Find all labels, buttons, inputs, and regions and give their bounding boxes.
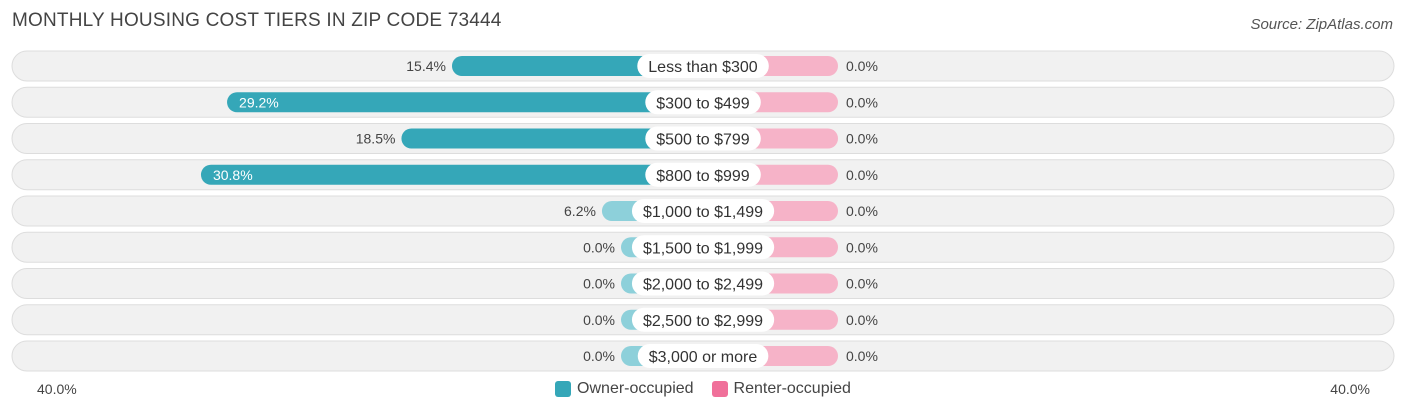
owner-bar bbox=[401, 128, 703, 149]
category-label: $2,500 to $2,999 bbox=[643, 313, 763, 330]
category-pill bbox=[631, 307, 775, 332]
renter-value-label: 0.0% bbox=[846, 94, 878, 110]
category-label: Less than $300 bbox=[648, 59, 758, 76]
diverging-bar-chart: 15.4% 0.0% Less than $300 29.2% 0.0% $300 to … bbox=[11, 50, 1395, 372]
legend-label-renter: Renter-occupied bbox=[733, 380, 851, 397]
category-label: $1,500 to $1,999 bbox=[643, 240, 763, 257]
renter-value-label: 0.0% bbox=[846, 276, 878, 292]
owner-value-label: 0.0% bbox=[583, 348, 615, 364]
category-label: $300 to $499 bbox=[656, 95, 750, 112]
category-label: $800 to $999 bbox=[656, 168, 750, 185]
category-pill bbox=[631, 199, 775, 223]
owner-value-label: 0.0% bbox=[583, 239, 615, 255]
legend: Owner-occupied Renter-occupied bbox=[0, 380, 1406, 398]
category-pill bbox=[645, 126, 761, 151]
legend-swatch-renter bbox=[711, 381, 728, 397]
category-pill bbox=[645, 162, 761, 187]
chart-title: MONTHLY HOUSING COST TIERS IN ZIP CODE 7… bbox=[12, 10, 502, 31]
category-pill bbox=[631, 271, 775, 296]
owner-value-label: 0.0% bbox=[583, 312, 615, 328]
owner-value-label: 15.4% bbox=[406, 58, 446, 74]
owner-value-label: 30.8% bbox=[213, 167, 253, 183]
renter-value-label: 0.0% bbox=[846, 239, 878, 255]
category-pill bbox=[637, 344, 769, 368]
axis-left-label: 40.0% bbox=[37, 381, 77, 397]
legend-label-owner: Owner-occupied bbox=[577, 380, 694, 397]
category-pill bbox=[637, 54, 769, 78]
renter-value-label: 0.0% bbox=[846, 167, 878, 183]
owner-bar bbox=[200, 164, 703, 185]
category-pill bbox=[645, 90, 761, 115]
legend-item-owner: Owner-occupied bbox=[555, 380, 694, 398]
renter-value-label: 0.0% bbox=[846, 203, 878, 219]
owner-value-label: 18.5% bbox=[356, 131, 396, 147]
category-label: $3,000 or more bbox=[649, 349, 758, 366]
renter-value-label: 0.0% bbox=[846, 312, 878, 328]
category-label: $500 to $799 bbox=[656, 132, 750, 149]
category-pill bbox=[631, 235, 775, 260]
owner-value-label: 0.0% bbox=[583, 276, 615, 292]
legend-item-renter: Renter-occupied bbox=[711, 380, 851, 398]
category-label: $2,000 to $2,499 bbox=[643, 277, 763, 294]
owner-value-label: 6.2% bbox=[564, 203, 596, 219]
owner-value-label: 29.2% bbox=[239, 94, 279, 110]
legend-swatch-owner bbox=[555, 381, 572, 397]
owner-bar bbox=[227, 92, 704, 113]
renter-value-label: 0.0% bbox=[846, 131, 878, 147]
axis-right-label: 40.0% bbox=[1330, 381, 1370, 397]
renter-value-label: 0.0% bbox=[846, 58, 878, 74]
category-label: $1,000 to $1,499 bbox=[643, 204, 763, 221]
chart-source: Source: ZipAtlas.com bbox=[1250, 16, 1393, 33]
renter-value-label: 0.0% bbox=[846, 348, 878, 364]
